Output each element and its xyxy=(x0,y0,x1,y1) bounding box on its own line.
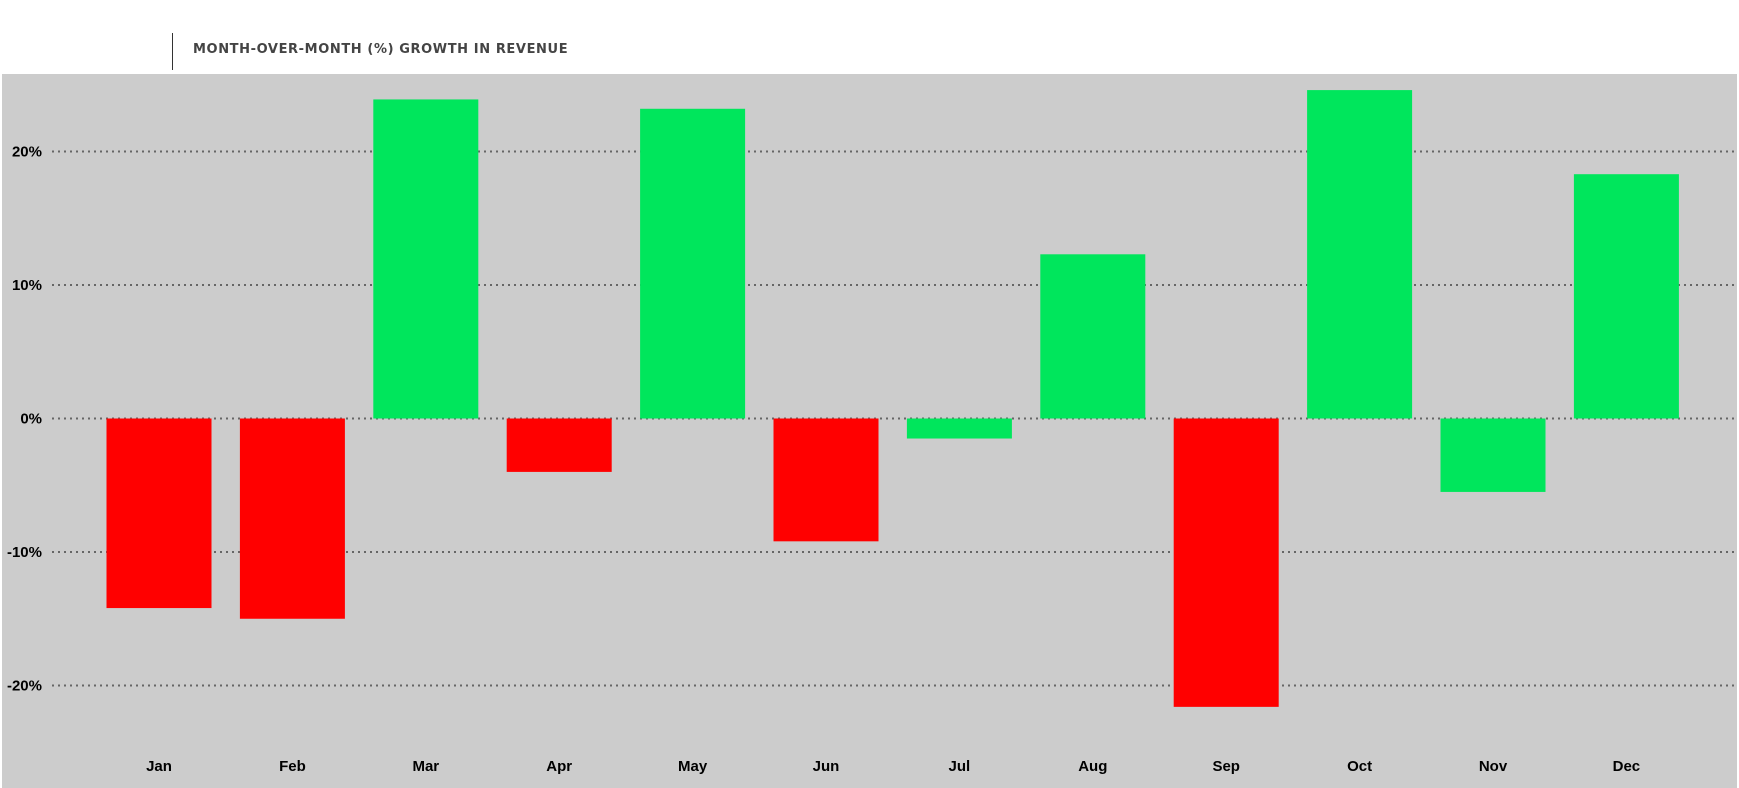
bar-mar xyxy=(373,99,479,419)
chart-header: MONTH-OVER-MONTH (%) GROWTH IN REVENUE xyxy=(0,0,1739,74)
x-tick-label: Nov xyxy=(1479,758,1508,775)
x-tick-label: Dec xyxy=(1613,758,1641,775)
x-tick-label: Oct xyxy=(1347,758,1372,775)
x-tick-label: Sep xyxy=(1212,758,1240,775)
x-tick-label: Apr xyxy=(546,758,572,775)
bar-nov xyxy=(1440,418,1546,492)
bar-jul xyxy=(906,418,1012,439)
y-axis-ticks: 20% 10% 0% -10% -20% xyxy=(7,144,42,695)
y-tick-label: -20% xyxy=(7,678,42,695)
title-divider xyxy=(172,33,173,70)
x-tick-label: Jun xyxy=(813,758,840,775)
x-tick-label: Mar xyxy=(412,758,439,775)
x-axis-ticks: Jan Feb Mar Apr May Jun Jul Aug Sep Oct Nov Dec xyxy=(146,758,1640,775)
x-tick-label: Feb xyxy=(279,758,306,775)
y-tick-label: 0% xyxy=(20,411,42,428)
bar-aug xyxy=(1040,254,1146,419)
bar-jan xyxy=(106,418,212,609)
x-tick-label: Aug xyxy=(1078,758,1107,775)
bars xyxy=(106,90,1679,707)
y-tick-label: 10% xyxy=(12,277,42,294)
x-tick-label: Jul xyxy=(949,758,971,775)
bar-dec xyxy=(1573,174,1679,419)
bar-may xyxy=(640,108,746,419)
y-tick-label: -10% xyxy=(7,544,42,561)
x-tick-label: Jan xyxy=(146,758,172,775)
bar-oct xyxy=(1307,90,1413,419)
bar-apr xyxy=(506,418,612,472)
y-tick-label: 20% xyxy=(12,144,42,161)
gridlines xyxy=(52,150,1734,687)
bar-sep xyxy=(1173,418,1279,707)
chart-title: MONTH-OVER-MONTH (%) GROWTH IN REVENUE xyxy=(193,42,569,57)
bar-jun xyxy=(773,418,879,542)
x-tick-label: May xyxy=(678,758,708,775)
bar-feb xyxy=(239,418,345,619)
